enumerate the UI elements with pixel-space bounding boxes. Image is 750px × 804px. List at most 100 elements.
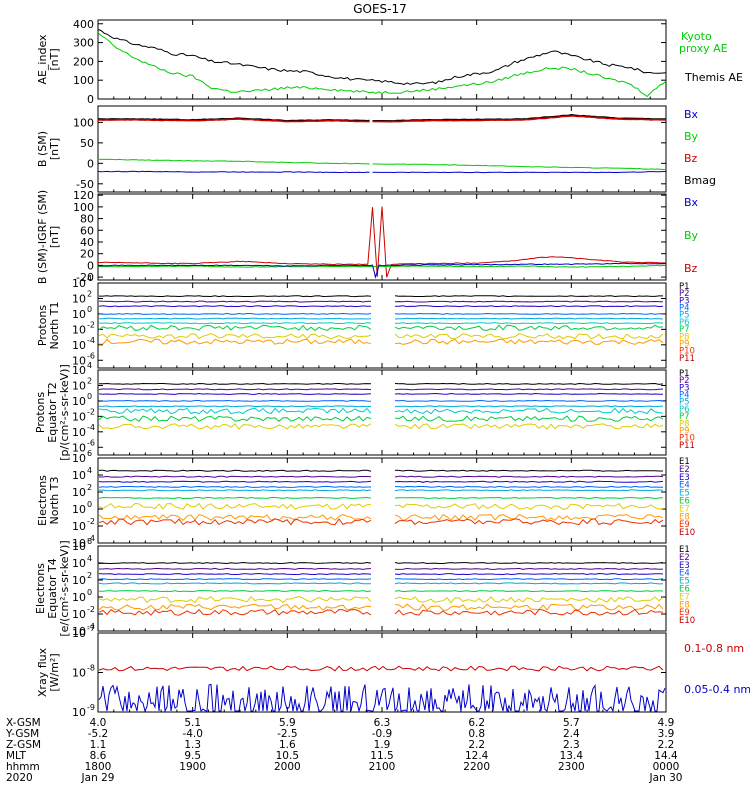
- info-row-label-hhmm: hhmm: [6, 761, 40, 773]
- series-line-electrons_t4-e9: [98, 608, 372, 616]
- y-tick-exp-electrons_t4-4: 4: [87, 554, 92, 563]
- info-row-label-x-gsm: X-GSM: [6, 717, 41, 729]
- y-tick-label-electrons_t4-4: 10: [72, 557, 86, 570]
- y-tick-label-electrons_t3-3: 10: [72, 486, 86, 499]
- y-tick-label-ae-1: 100: [73, 74, 94, 87]
- legend-electrons_t3-9: E10: [679, 528, 695, 538]
- y-tick-label-xray-1: 10: [72, 667, 86, 680]
- series-line-electrons_t3-e6: [98, 496, 372, 500]
- y-tick-label-electrons_t3-2: 10: [72, 503, 86, 516]
- y-tick-label-protons_t2-3: 10: [72, 395, 86, 408]
- info-value-y-gsm-3: -0.9: [372, 728, 393, 740]
- legend-electrons_t3-7: E8: [679, 512, 690, 522]
- info-value-hhmm-2: 2000: [274, 761, 301, 773]
- series-line-protons_t2-p5: [98, 405, 372, 408]
- legend-electrons_t4-2: E3: [679, 561, 690, 571]
- y-tick-label-electrons_t4-2: 10: [72, 591, 86, 604]
- y-tick-label-electrons_t3-0: 10: [72, 537, 86, 550]
- series-line-electrons_t3-e2: [98, 475, 372, 478]
- series-line-electrons_t3-e9: [98, 518, 372, 526]
- y-tick-label-dbigrf-4: 60: [80, 224, 94, 237]
- series-line-protons_t1-p5-after-gap: [394, 317, 664, 320]
- info-value-z-gsm-5: 2.3: [563, 739, 580, 751]
- info-value-z-gsm-6: 2.2: [658, 739, 675, 751]
- legend-electrons_t3-8: E9: [679, 520, 690, 530]
- y-tick-label-protons_t1-5: 10: [72, 277, 86, 290]
- y-tick-label-electrons_t4-5: 10: [72, 540, 86, 553]
- series-line-electrons_t4-e1-after-gap: [394, 562, 664, 565]
- legend-protons_t1-10: P11: [679, 354, 695, 364]
- legend-electrons_t4-8: E9: [679, 608, 690, 618]
- legend-protons_t1-0: P1: [679, 282, 690, 292]
- y-tick-exp-electrons_t3-1: -2: [87, 517, 95, 526]
- legend-protons_t2-5: P6: [679, 405, 690, 415]
- series-line-protons_t2-p8: [98, 423, 372, 430]
- panel-frame-xray: [97, 632, 667, 713]
- y-tick-label-protons_t2-2: 10: [72, 410, 86, 423]
- series-line-xray-01-08-nm: [98, 665, 664, 672]
- series-line-dbigrf-bx: [98, 262, 667, 279]
- series-line-ae-kyoto-proxy-ae: [97, 32, 667, 98]
- legend-xray-0: 0.1-0.8 nm: [684, 642, 744, 655]
- series-line-protons_t2-p5-after-gap: [394, 405, 664, 408]
- series-line-b-bz: [98, 118, 370, 123]
- y-axis-label-protons_t2-0: Protons: [34, 392, 47, 433]
- info-value-mlt-2: 10.5: [276, 750, 299, 762]
- info-value-hhmm-0: 1800: [85, 761, 112, 773]
- series-line-electrons_t3-e5-after-gap: [394, 489, 664, 492]
- y-tick-exp-protons_t2-4: 2: [87, 376, 92, 385]
- y-axis-label-protons_t2-2: [p/(cm²-s-sr-keV)]: [58, 364, 71, 461]
- info-value-mlt-1: 9.5: [184, 750, 201, 762]
- legend-protons_t2-10: P11: [679, 441, 695, 451]
- legend-electrons_t3-5: E6: [679, 497, 690, 507]
- y-tick-exp-electrons_t3-2: 0: [87, 500, 92, 509]
- series-line-b-bx: [97, 170, 370, 174]
- y-tick-exp-protons_t1-2: -2: [87, 320, 95, 329]
- legend-protons_t2-6: P7: [679, 412, 690, 422]
- y-tick-exp-protons_t2-3: 0: [87, 392, 92, 401]
- series-line-protons_t2-p1: [99, 382, 372, 385]
- series-line-protons_t1-p9-after-gap: [394, 338, 664, 345]
- y-axis-label-electrons_t3-0: Electrons: [36, 475, 49, 526]
- legend-protons_t1-1: P2: [679, 289, 690, 299]
- legend-electrons_t4-4: E5: [679, 577, 690, 587]
- legend-protons_t2-9: P10: [679, 434, 695, 444]
- info-value-hhmm-6: 0000: [653, 761, 680, 773]
- y-tick-label-electrons_t3-5: 10: [72, 452, 86, 465]
- y-tick-exp-electrons_t4-0: -4: [87, 622, 95, 631]
- y-axis-label-protons_t1-1: North T1: [48, 302, 61, 350]
- legend-b-3: Bmag: [684, 174, 716, 187]
- info-value-x-gsm-6: 4.9: [658, 717, 675, 729]
- series-line-electrons_t3-e1: [98, 469, 372, 472]
- legend-ae-2: Themis AE: [684, 71, 743, 84]
- info-value-x-gsm-1: 5.1: [184, 717, 201, 729]
- series-line-dbigrf-by: [97, 264, 667, 268]
- y-tick-exp-xray-1: -8: [87, 664, 95, 673]
- y-tick-exp-protons_t1-3: 0: [87, 305, 92, 314]
- series-line-electrons_t3-e3: [98, 480, 372, 483]
- legend-electrons_t4-9: E10: [679, 616, 695, 626]
- y-tick-label-protons_t1-2: 10: [72, 323, 86, 336]
- series-line-ae-themis-ae: [97, 29, 667, 86]
- y-tick-label-dbigrf-3: 40: [80, 236, 94, 249]
- series-line-electrons_t4-e4-after-gap: [394, 578, 664, 581]
- y-tick-label-electrons_t4-3: 10: [72, 574, 86, 587]
- y-tick-label-protons_t1-4: 10: [72, 292, 86, 305]
- y-tick-label-xray-0: 10: [72, 706, 86, 719]
- legend-electrons_t3-1: E2: [679, 465, 690, 475]
- info-value-y-gsm-1: -4.0: [182, 728, 203, 740]
- legend-protons_t1-9: P10: [679, 347, 695, 357]
- y-axis-label-xray-0: Xray flux: [36, 647, 49, 697]
- legend-electrons_t4-1: E2: [679, 553, 690, 563]
- series-line-protons_t2-p6-after-gap: [394, 407, 664, 415]
- y-tick-label-protons_t1-1: 10: [72, 339, 86, 352]
- series-line-electrons_t3-e9-after-gap: [394, 518, 664, 526]
- y-tick-label-dbigrf-1: 0: [87, 259, 94, 272]
- y-tick-label-electrons_t4-0: 10: [72, 625, 86, 638]
- y-tick-label-electrons_t3-1: 10: [72, 520, 86, 533]
- series-line-electrons_t4-e7-after-gap: [394, 596, 664, 604]
- chart-title: GOES-17: [353, 2, 407, 16]
- info-row-label-y-gsm: Y-GSM: [5, 728, 39, 740]
